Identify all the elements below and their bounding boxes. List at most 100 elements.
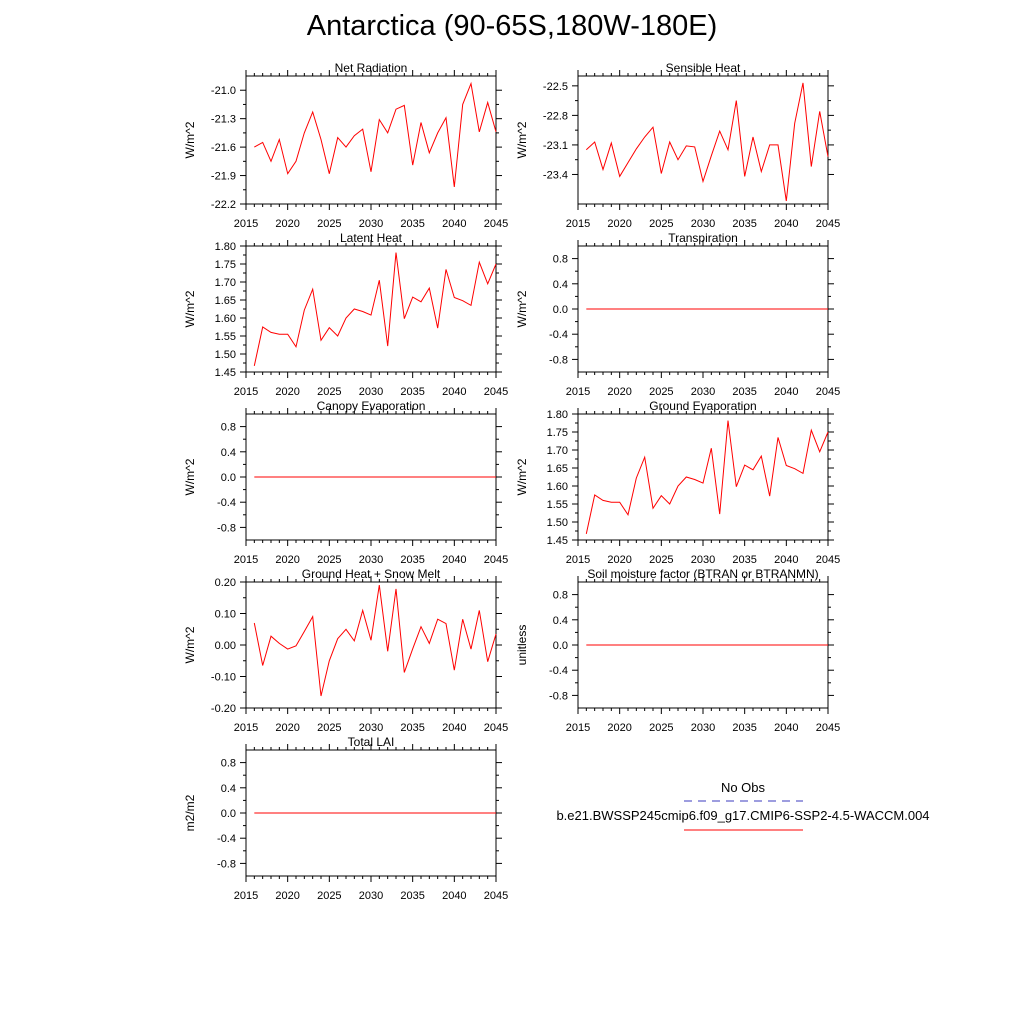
series-line (585, 82, 829, 202)
y-tick-label: 1.75 (215, 259, 236, 271)
y-tick-label: -22.5 (543, 81, 568, 93)
figure-title: Antarctica (90-65S,180W-180E) (306, 10, 718, 42)
y-tick-label: -21.6 (211, 142, 236, 154)
x-tick-label: 2040 (442, 554, 466, 566)
plot-frame (245, 245, 497, 373)
panel-title: Soil moisture factor (BTRAN or BTRANMN) (587, 567, 818, 581)
x-tick-label: 2025 (649, 386, 673, 398)
panel-canopy-evaporation: Canopy Evaporation 2015 2020 2025 2030 2035 20… (183, 399, 508, 566)
y-tick-label: 0.4 (221, 447, 236, 459)
y-tick-label: 0.4 (553, 279, 568, 291)
y-tick-label: 0.8 (553, 590, 568, 602)
y-tick-label: 1.80 (215, 241, 236, 253)
x-tick-label: 2025 (317, 890, 341, 902)
y-tick-label: -0.8 (217, 858, 236, 870)
x-tick-label: 2040 (442, 386, 466, 398)
series-line (253, 252, 497, 367)
x-tick-label: 2030 (691, 554, 715, 566)
plot-frame (577, 75, 829, 205)
x-tick-label: 2040 (774, 386, 798, 398)
x-tick-label: 2025 (649, 554, 673, 566)
y-tick-label: -0.10 (211, 672, 236, 684)
x-tick-label: 2020 (275, 890, 299, 902)
y-axis-label: W/m^2 (183, 121, 197, 158)
x-tick-label: 2040 (774, 554, 798, 566)
x-tick-label: 2045 (816, 386, 840, 398)
y-tick-label: 1.60 (215, 313, 236, 325)
y-tick-label: 1.55 (215, 331, 236, 343)
y-axis-label: W/m^2 (515, 290, 529, 327)
panel-total-lai: Total LAI 2015 2020 2025 2030 2035 2040 2045 -0.… (183, 735, 508, 902)
y-tick-label: 1.65 (547, 463, 568, 475)
x-tick-label: 2030 (359, 218, 383, 230)
panel-sensible-heat: Sensible Heat 2015 2020 2025 2030 2035 2040 204… (515, 61, 840, 230)
y-tick-label: 1.60 (547, 481, 568, 493)
x-tick-label: 2020 (607, 218, 631, 230)
x-tick-label: 2015 (566, 722, 590, 734)
y-tick-label: 1.65 (215, 295, 236, 307)
x-tick-label: 2015 (234, 386, 258, 398)
x-tick-label: 2030 (691, 386, 715, 398)
y-tick-label: 1.50 (215, 349, 236, 361)
x-tick-label: 2045 (816, 554, 840, 566)
y-tick-label: -0.4 (217, 497, 236, 509)
y-axis-label: W/m^2 (515, 121, 529, 158)
panel-ground-evaporation: Ground Evaporation 2015 2020 2025 2030 2035 20… (515, 399, 840, 566)
x-tick-label: 2015 (566, 218, 590, 230)
x-tick-label: 2025 (317, 722, 341, 734)
y-tick-label: -23.4 (543, 169, 568, 181)
y-tick-label: -21.3 (211, 114, 236, 126)
x-tick-label: 2045 (484, 554, 508, 566)
x-tick-label: 2020 (607, 554, 631, 566)
y-tick-label: -0.8 (549, 354, 568, 366)
panel-title: Ground Evaporation (649, 399, 756, 413)
y-axis-label: W/m^2 (515, 458, 529, 495)
x-tick-label: 2015 (566, 554, 590, 566)
y-axis-label: m2/m2 (183, 794, 197, 831)
y-tick-label: 1.70 (215, 277, 236, 289)
x-tick-label: 2015 (234, 890, 258, 902)
x-tick-label: 2045 (484, 890, 508, 902)
x-tick-label: 2040 (442, 890, 466, 902)
panel-title: Ground Heat + Snow Melt (302, 567, 441, 581)
x-tick-label: 2045 (484, 218, 508, 230)
x-tick-label: 2040 (442, 218, 466, 230)
x-tick-label: 2030 (359, 890, 383, 902)
x-tick-label: 2020 (607, 722, 631, 734)
series-line (253, 585, 497, 697)
panel-title: Net Radiation (335, 61, 408, 75)
x-tick-label: 2035 (400, 722, 424, 734)
x-tick-label: 2030 (691, 218, 715, 230)
y-tick-label: 0.8 (221, 758, 236, 770)
x-tick-label: 2035 (732, 218, 756, 230)
y-tick-label: 1.75 (547, 427, 568, 439)
x-tick-label: 2020 (275, 722, 299, 734)
y-tick-label: -0.4 (549, 665, 568, 677)
legend-obs-label: No Obs (721, 780, 766, 795)
y-tick-label: -0.4 (549, 329, 568, 341)
x-tick-label: 2025 (649, 722, 673, 734)
y-tick-label: 1.55 (547, 499, 568, 511)
x-tick-label: 2025 (317, 386, 341, 398)
y-tick-label: 0.8 (553, 254, 568, 266)
x-tick-label: 2025 (317, 554, 341, 566)
plot-frame (577, 413, 829, 541)
x-tick-label: 2030 (359, 386, 383, 398)
panel-soil-moisture-factor-btran-or-btranmn: Soil moisture factor (BTRAN or BTRANMN) 2… (515, 567, 840, 734)
y-axis-label: W/m^2 (183, 458, 197, 495)
x-tick-label: 2045 (816, 722, 840, 734)
panel-title: Transpiration (668, 231, 738, 245)
x-tick-label: 2035 (400, 386, 424, 398)
y-tick-label: 0.8 (221, 422, 236, 434)
y-tick-label: -21.9 (211, 171, 236, 183)
x-tick-label: 2020 (275, 218, 299, 230)
y-tick-label: -22.8 (543, 110, 568, 122)
x-tick-label: 2040 (774, 722, 798, 734)
y-tick-label: 1.45 (547, 535, 568, 547)
y-tick-label: -0.8 (217, 522, 236, 534)
x-tick-label: 2040 (442, 722, 466, 734)
panel-transpiration: Transpiration 2015 2020 2025 2030 2035 2040 204… (515, 231, 840, 398)
y-tick-label: -0.8 (549, 690, 568, 702)
